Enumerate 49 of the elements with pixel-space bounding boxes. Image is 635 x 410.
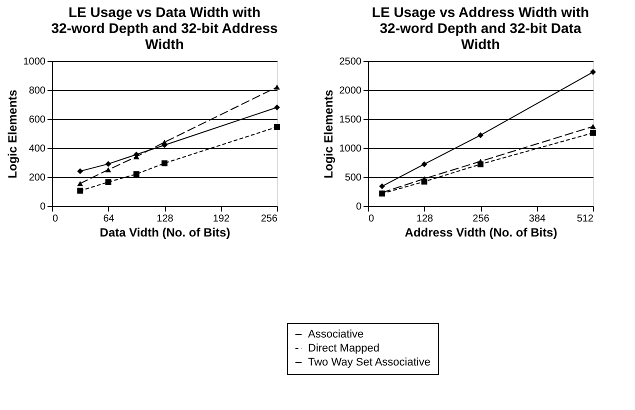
point [590,124,596,130]
point [105,160,112,167]
y-tick-label: 200 [28,172,46,184]
x-tick-label: 256 [472,214,490,224]
point [77,168,84,174]
y-axis-title: Logic Elements [5,89,20,178]
x-tick-label: 384 [528,214,546,224]
point [77,180,84,186]
y-tick-label: 1500 [339,114,362,126]
x-tick-label: 256 [260,214,278,224]
y-tick-label: 1000 [23,56,46,68]
y-axis-title: Logic Elements [321,89,336,178]
x-tick-label: 128 [416,214,434,224]
legend-label: Two Way Set Associative [308,356,430,368]
point [162,160,168,166]
x-tick-label: 192 [212,214,230,224]
chart-title: LE Usage vs Address Width with 32-word Depth and 32-bit Data Width [372,4,590,52]
point [590,130,596,136]
point [421,176,428,182]
point [77,188,84,194]
point [274,104,280,110]
point [105,167,112,172]
y-tick-label: 0 [40,202,46,212]
x-tick-label: 0 [52,214,58,224]
legend-label: Direct Mapped [308,342,380,354]
chart-title: LE Usage vs Data Width with 32-word Depth and 32-bit Address Width [51,4,278,52]
point [478,158,484,164]
y-tick-label: 2500 [339,56,362,68]
point [105,179,112,186]
point [478,132,484,138]
point [379,183,386,190]
point [274,84,280,90]
y-tick-label: 800 [28,86,46,96]
point [162,140,168,145]
x-axis-title: Address Vidth (No. of Bits) [404,226,558,240]
y-tick-label: 400 [28,144,46,154]
y-tick-label: 0 [356,202,362,212]
point [274,124,280,130]
legend-label: Associative [308,328,364,340]
y-tick-label: 1000 [339,144,362,154]
x-tick-label: 128 [156,214,174,224]
y-tick-label: 600 [28,114,46,126]
x-axis-title: Data Vidth (No. of Bits) [100,226,230,240]
y-tick-label: 500 [344,172,362,184]
y-tick-label: 2000 [339,86,362,96]
x-tick-label: 64 [103,214,115,224]
x-tick-label: 512 [576,214,594,224]
x-tick-label: 0 [368,214,374,224]
point [133,171,140,178]
